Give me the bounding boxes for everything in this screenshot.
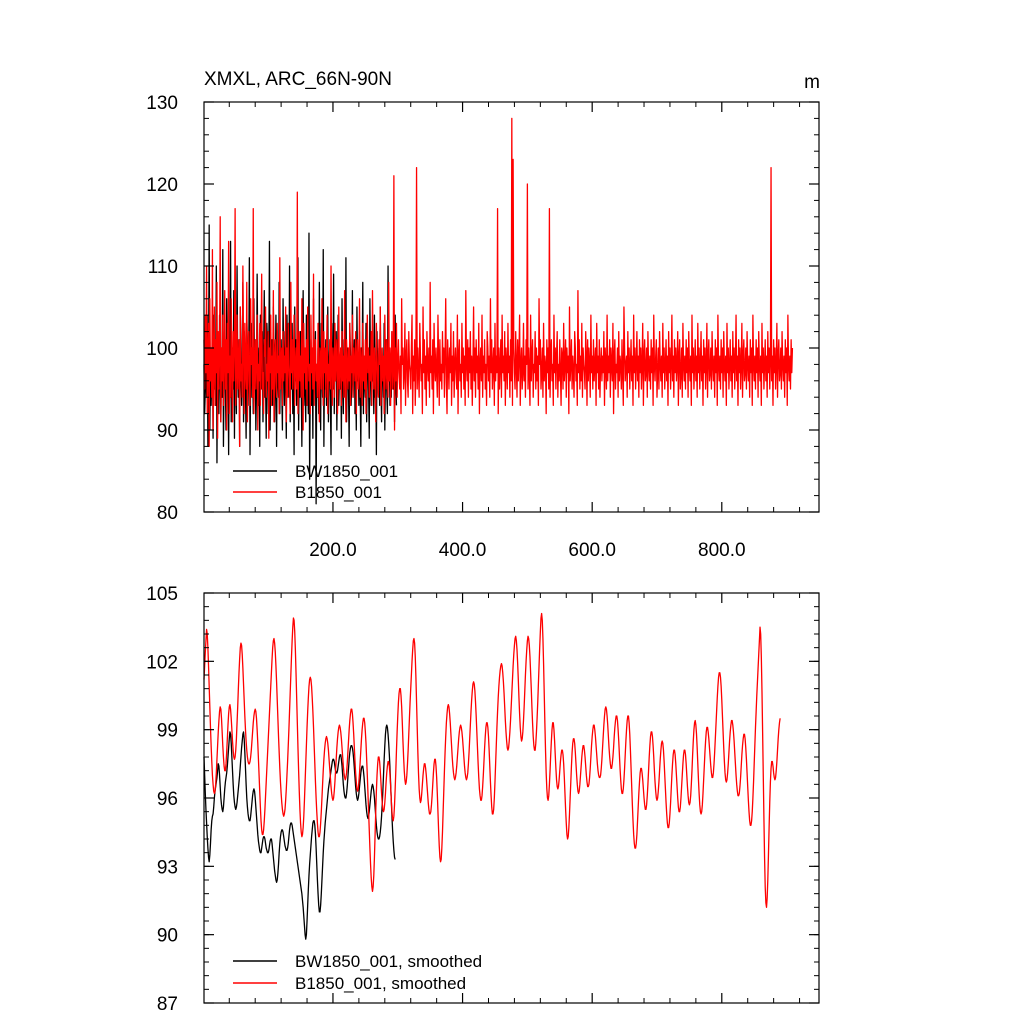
y-tick-label: 100 [146, 339, 178, 360]
units-label: m [804, 72, 820, 93]
bottom-ticks-group: 105 102 99 96 93 90 87 [146, 584, 819, 1015]
x-tick-label: 200.0 [309, 540, 357, 561]
y-tick-label: 87 [157, 994, 178, 1015]
legend-label-1: BW1850_001 [295, 462, 398, 481]
y-tick-label: 102 [146, 652, 178, 673]
y-tick-label: 130 [146, 93, 178, 114]
y-tick-label: 110 [148, 257, 178, 278]
y-tick-label: 99 [157, 721, 178, 742]
top-plot-frame [203, 101, 820, 513]
x-tick-label: 400.0 [439, 540, 487, 561]
bottom-series-group [203, 612, 781, 940]
x-tick-label: 800.0 [698, 540, 746, 561]
top-legend: BW1850_001 B1850_001 [233, 462, 398, 502]
legend-label-1: BW1850_001, smoothed [295, 952, 482, 971]
bottom-panel: 105 102 99 96 93 90 87 BW1850_001, smoothed B18… [146, 584, 820, 1015]
y-tick-label: 105 [146, 584, 178, 605]
y-tick-label: 90 [157, 926, 178, 947]
legend-label-2: B1850_001 [295, 483, 382, 502]
y-tick-label: 96 [157, 789, 178, 810]
series-line-2 [203, 117, 794, 448]
chart-title: XMXL, ARC_66N-90N [204, 69, 392, 90]
bottom-plot-frame [203, 592, 820, 1004]
top-panel: XMXL, ARC_66N-90N m 130 120 110 100 90 80 200.… [146, 69, 820, 561]
series-line-2 [203, 612, 781, 908]
top-ticks-group: 130 120 110 100 90 80 200.0 400.0 600.0 800.0 [146, 93, 819, 561]
series-line-1 [203, 724, 396, 940]
y-tick-label: 93 [157, 857, 178, 878]
bottom-legend: BW1850_001, smoothed B1850_001, smoothed [233, 952, 482, 993]
legend-label-2: B1850_001, smoothed [295, 974, 466, 993]
y-tick-label: 80 [157, 503, 178, 524]
y-tick-label: 90 [157, 421, 178, 442]
y-tick-label: 120 [146, 175, 178, 196]
top-series-group [203, 117, 794, 505]
x-tick-label: 600.0 [568, 540, 616, 561]
